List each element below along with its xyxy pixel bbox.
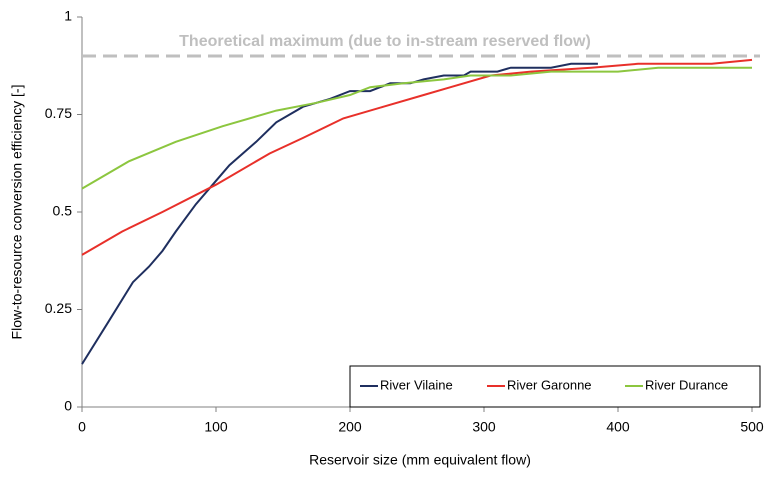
x-tick-label: 400 [606, 419, 630, 435]
x-tick-label: 100 [204, 419, 228, 435]
y-tick-label: 0.5 [53, 203, 73, 219]
x-tick-label: 200 [338, 419, 362, 435]
legend: River Vilaine River Garonne River Durance [349, 365, 761, 408]
x-tick-label: 300 [472, 419, 496, 435]
y-tick-label: 0 [64, 398, 72, 414]
legend-label: River Durance [645, 377, 728, 392]
legend-label: River Garonne [507, 377, 592, 392]
x-tick-label: 0 [78, 419, 86, 435]
series-line [81, 58, 753, 256]
y-tick-label: 0.25 [45, 300, 72, 316]
x-axis-label: Reservoir size (mm equivalent flow) [309, 452, 531, 468]
x-tick-label: 500 [740, 419, 764, 435]
y-tick-label: 1 [64, 8, 72, 24]
y-tick-label: 0.75 [45, 105, 72, 121]
legend-label: River Vilaine [380, 377, 453, 392]
series-line [81, 66, 752, 190]
reference-label: Theoretical maximum (due to in-stream re… [179, 33, 591, 50]
y-axis-label: Flow-to-resource conversion efficiency [… [9, 85, 25, 340]
legend-box [349, 365, 761, 408]
series-line [81, 62, 598, 365]
